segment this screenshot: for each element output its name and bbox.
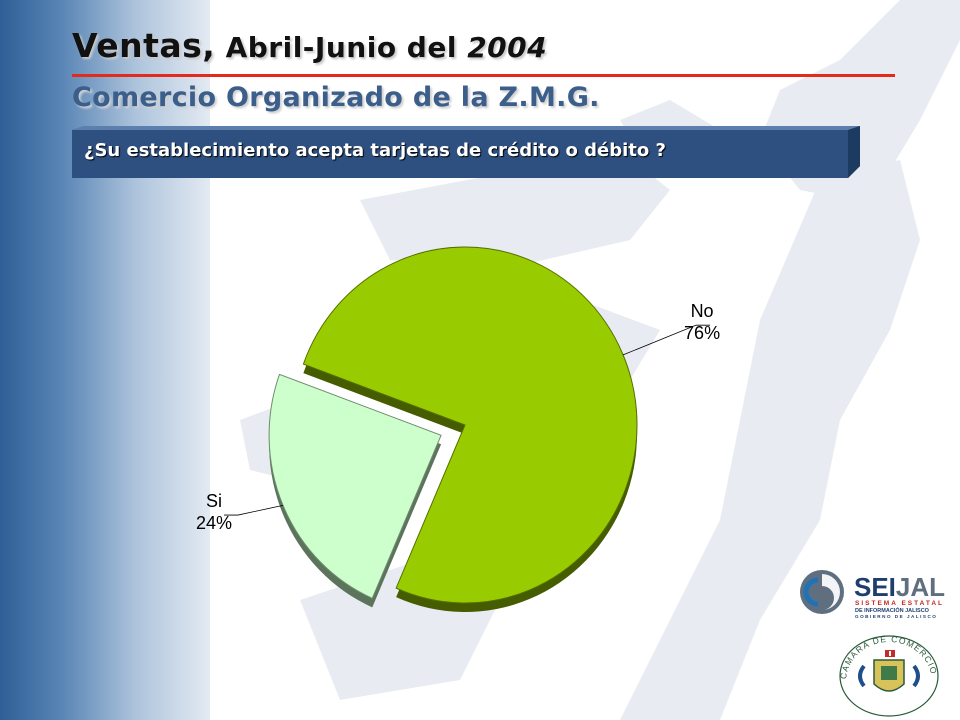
seijal-logo: SEIJAL SISTEMA ESTATAL DE INFORMACIÓN JA…	[800, 570, 945, 619]
pie-slice-si	[268, 373, 442, 600]
slice-value-no: 76%	[684, 323, 720, 343]
slice-value-si: 24%	[196, 513, 232, 533]
survey-question: ¿Su establecimiento acepta tarjetas de c…	[84, 140, 666, 161]
seijal-line1: SISTEMA ESTATAL	[855, 600, 944, 607]
page-subtitle: Comercio Organizado de la Z.M.G.	[72, 82, 600, 113]
title-period: Abril-Junio del	[215, 31, 468, 64]
side-gradient-band	[0, 0, 210, 720]
coat-of-arms-icon	[858, 650, 920, 692]
seijal-name-bold: SEI	[854, 572, 896, 602]
leader-line-si	[224, 504, 284, 516]
title-underline	[72, 74, 895, 77]
slice-label-si: Si	[206, 491, 222, 511]
seijal-name-rest: JAL	[896, 572, 945, 602]
pie-slice-no	[302, 246, 638, 604]
leader-line-no	[622, 324, 711, 356]
question-banner-shape	[72, 126, 860, 178]
page-title: Ventas, Abril-Junio del 2004	[72, 26, 547, 65]
slice-label-no: No	[691, 301, 714, 321]
title-main: Ventas,	[72, 26, 216, 65]
seijal-line2: DE INFORMACIÓN JALISCO	[855, 606, 930, 614]
svg-text:SEIJAL: SEIJAL	[854, 572, 945, 602]
title-year: 2004	[467, 31, 548, 64]
seijal-line3: GOBIERNO DE JALISCO	[855, 614, 937, 619]
camara-de-comercio-seal: CAMARA DE COMERCIO DE GUADALAJARA	[834, 626, 939, 717]
question-banner: ¿Su establecimiento acepta tarjetas de c…	[72, 126, 860, 178]
